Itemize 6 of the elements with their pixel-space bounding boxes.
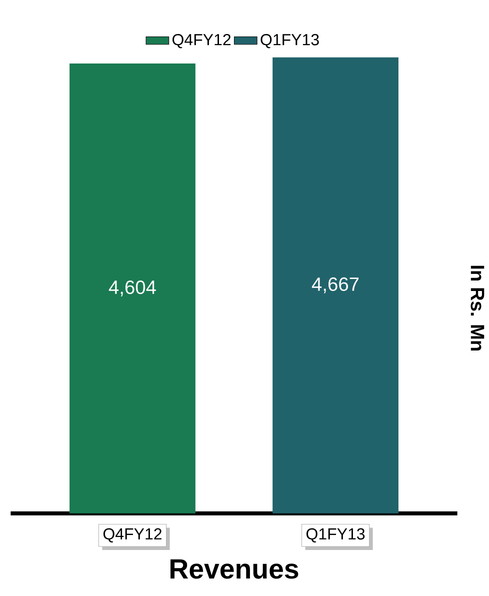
legend-label: Q4FY12: [172, 34, 231, 48]
data-label: 4,604: [109, 280, 156, 296]
data-label: 4,667: [312, 277, 359, 294]
x-axis-title: Revenues: [170, 559, 298, 579]
legend-label: Q1FY13: [260, 34, 320, 48]
y-axis-title: In Rs. Mn: [470, 266, 484, 350]
